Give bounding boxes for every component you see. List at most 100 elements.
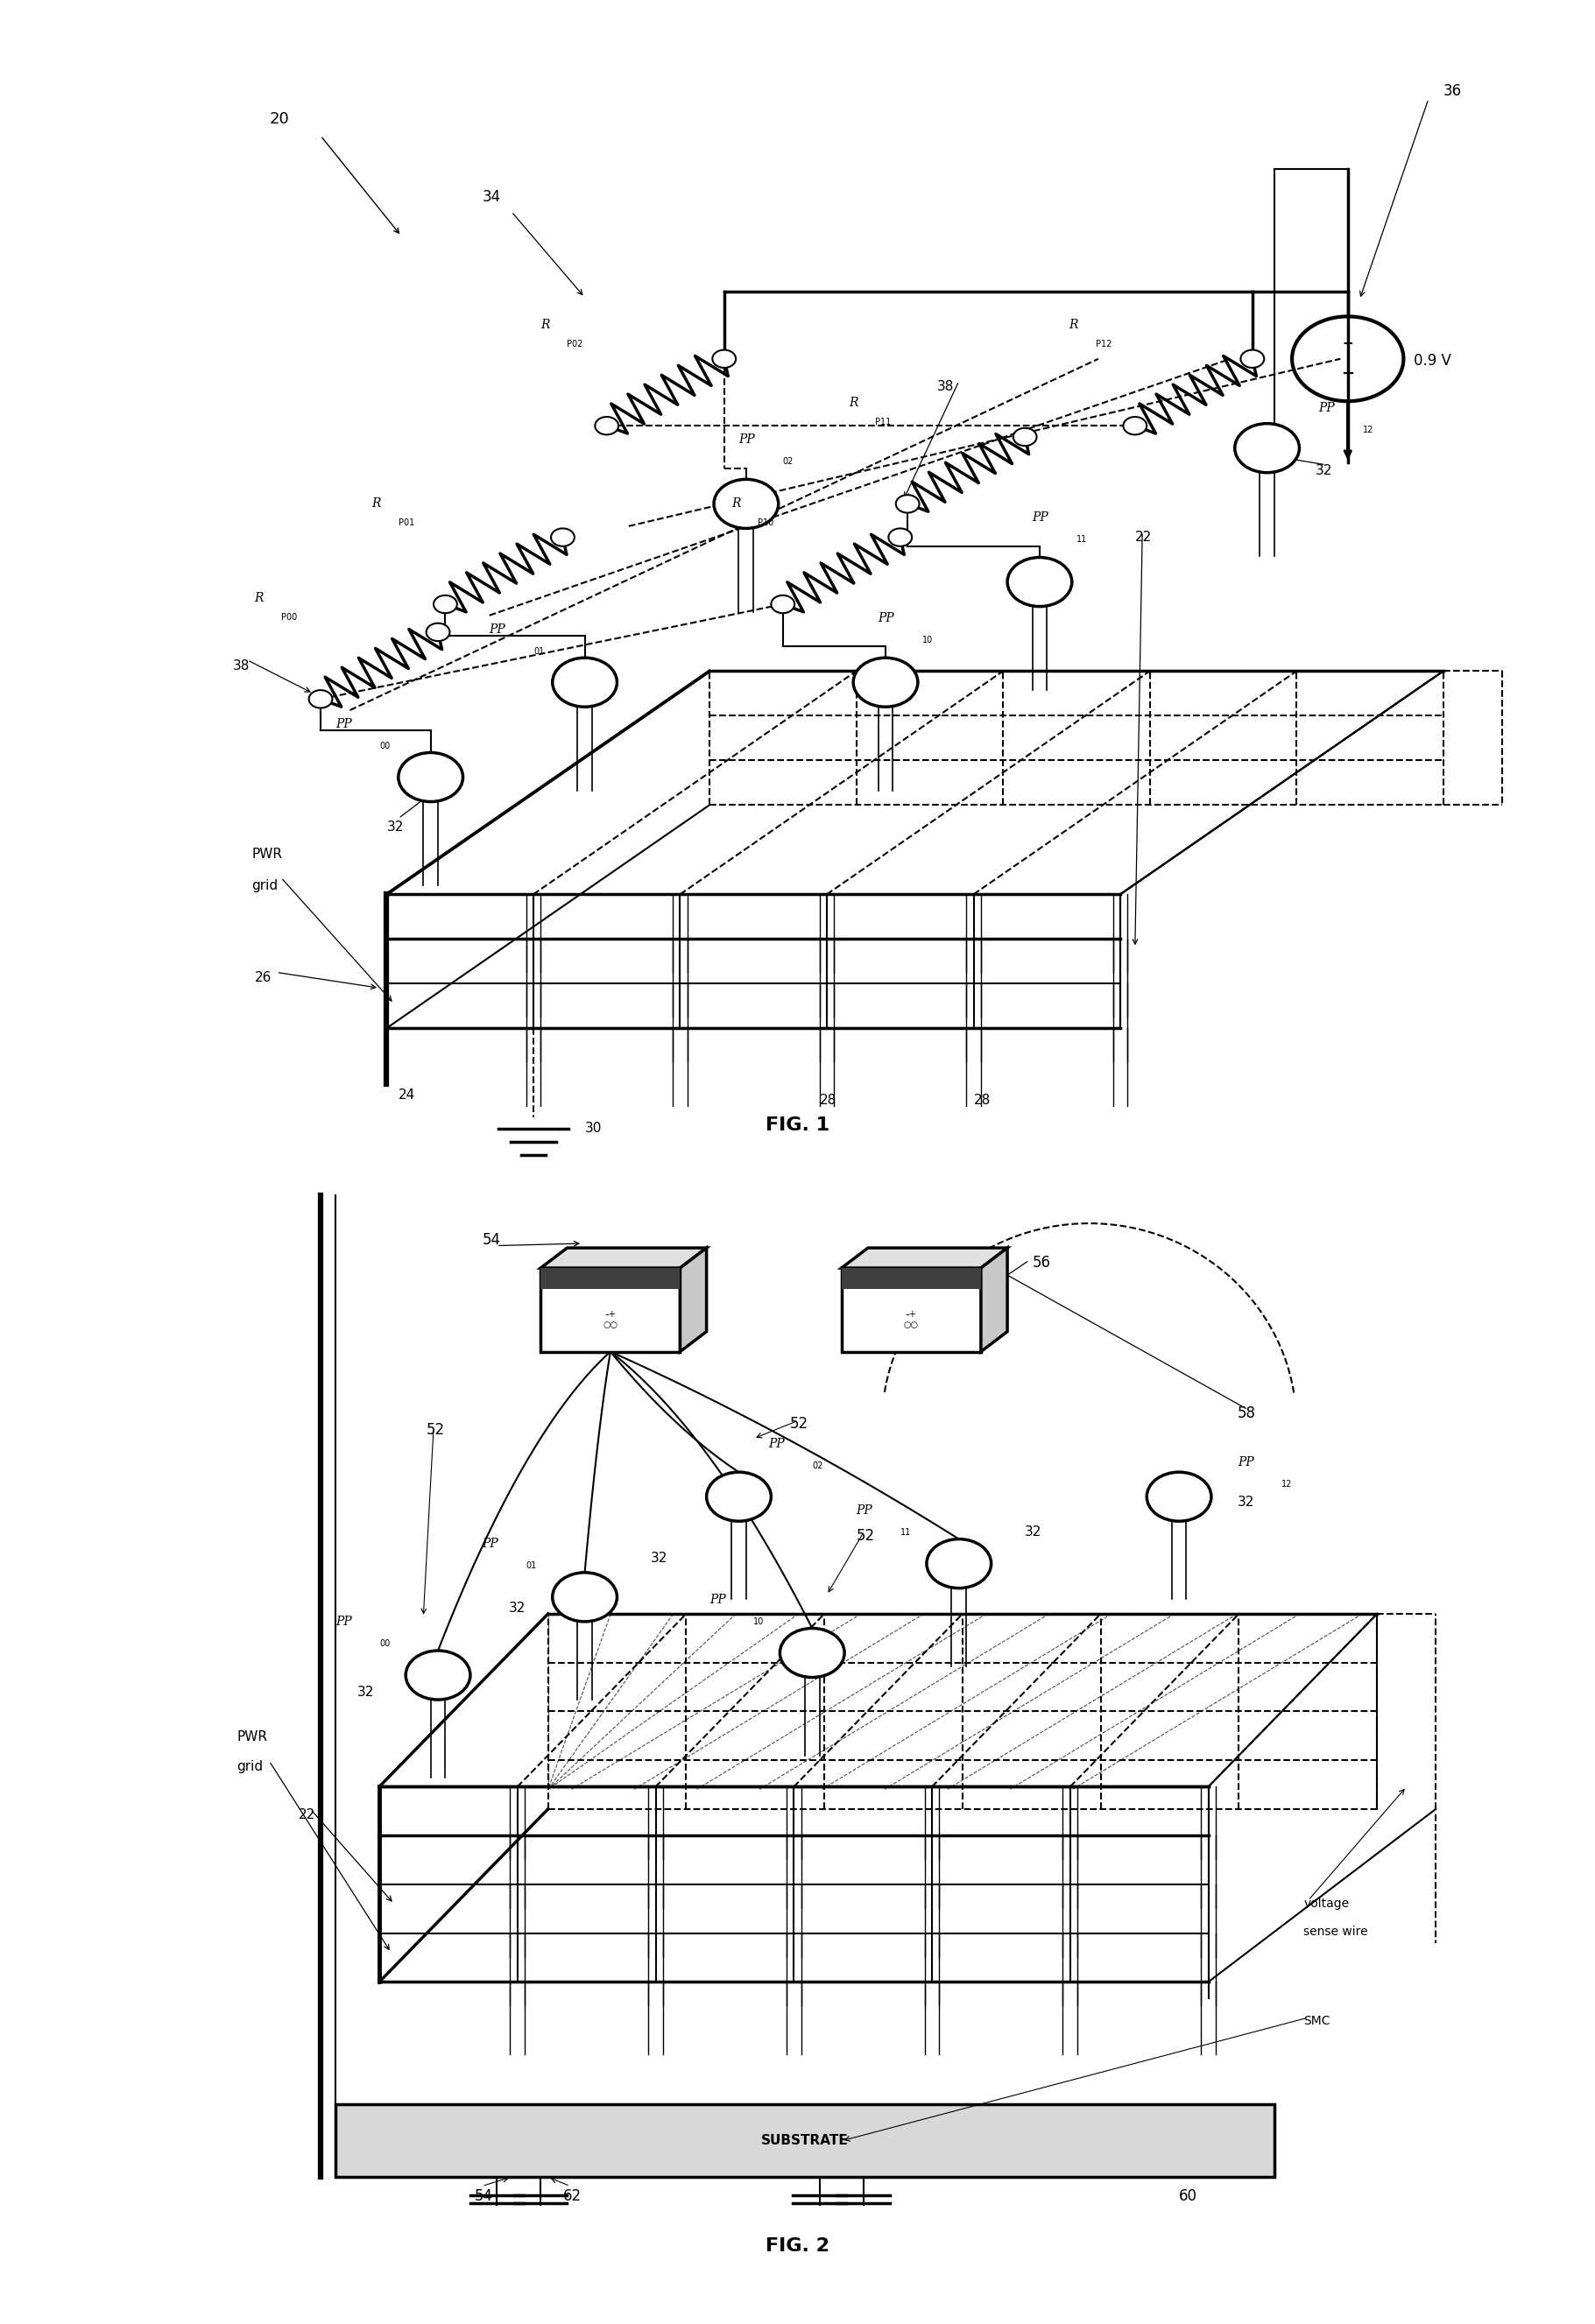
Text: PP: PP: [710, 1594, 726, 1606]
Text: 26: 26: [255, 971, 271, 985]
Text: 02: 02: [783, 458, 794, 465]
Text: −: −: [1341, 365, 1354, 381]
Text: 24: 24: [399, 1088, 415, 1102]
Circle shape: [888, 528, 912, 546]
Text: PP: PP: [1032, 511, 1048, 523]
Text: PP: PP: [879, 611, 895, 625]
Text: 02: 02: [812, 1462, 823, 1469]
Text: PP: PP: [482, 1538, 498, 1550]
Text: 52: 52: [790, 1415, 809, 1432]
Text: P12: P12: [1096, 339, 1112, 349]
Text: FIG. 2: FIG. 2: [766, 2238, 829, 2254]
Text: R: R: [372, 497, 381, 509]
Text: 54: 54: [482, 1232, 501, 1248]
Text: 32: 32: [386, 820, 404, 834]
Text: 54: 54: [475, 2189, 493, 2203]
Text: 32: 32: [651, 1552, 668, 1564]
Circle shape: [1241, 351, 1265, 367]
Circle shape: [853, 658, 917, 706]
Text: grid: grid: [238, 1759, 263, 1773]
Circle shape: [713, 351, 735, 367]
Text: R: R: [1069, 318, 1078, 330]
Text: R: R: [732, 497, 740, 509]
Text: 60: 60: [1179, 2189, 1198, 2203]
Text: 28: 28: [820, 1095, 836, 1106]
Text: 10: 10: [922, 637, 933, 644]
Text: 22: 22: [1136, 530, 1152, 544]
Text: SMC: SMC: [1303, 2015, 1330, 2027]
Text: 10: 10: [753, 1618, 764, 1627]
Text: 32: 32: [1238, 1497, 1255, 1508]
Text: P11: P11: [876, 418, 892, 428]
Text: PP: PP: [769, 1439, 785, 1450]
Text: 20: 20: [270, 112, 289, 128]
Text: 38: 38: [936, 381, 954, 393]
Polygon shape: [679, 1248, 707, 1353]
Text: 01: 01: [526, 1562, 538, 1571]
Text: P00: P00: [281, 614, 297, 623]
Text: 52: 52: [426, 1422, 445, 1439]
Text: 11: 11: [1077, 535, 1088, 544]
Text: PWR: PWR: [238, 1729, 268, 1743]
Polygon shape: [981, 1248, 1008, 1353]
Text: 36: 36: [1443, 84, 1461, 100]
Text: P02: P02: [568, 339, 584, 349]
Text: R: R: [255, 593, 263, 604]
Text: PWR: PWR: [252, 848, 282, 860]
Circle shape: [896, 495, 919, 514]
Text: –+
○○: –+ ○○: [904, 1311, 919, 1329]
Text: 00: 00: [380, 1641, 391, 1648]
Text: 28: 28: [973, 1095, 990, 1106]
Text: 56: 56: [1032, 1255, 1051, 1271]
Polygon shape: [541, 1248, 707, 1269]
Text: 01: 01: [533, 646, 544, 655]
Text: PP: PP: [1238, 1457, 1254, 1469]
Text: PP: PP: [335, 718, 351, 730]
Circle shape: [552, 1573, 617, 1622]
FancyBboxPatch shape: [842, 1269, 981, 1290]
Text: –+
○○: –+ ○○: [603, 1311, 617, 1329]
Text: 22: 22: [298, 1808, 316, 1822]
Circle shape: [715, 479, 778, 528]
Circle shape: [707, 1471, 770, 1522]
Text: 34: 34: [482, 188, 501, 205]
Circle shape: [927, 1538, 990, 1587]
Text: PP: PP: [335, 1615, 351, 1629]
FancyBboxPatch shape: [541, 1269, 679, 1290]
Circle shape: [1123, 416, 1147, 435]
Text: 32: 32: [357, 1685, 375, 1699]
Text: sense wire: sense wire: [1303, 1927, 1369, 1938]
Circle shape: [1147, 1471, 1211, 1522]
Text: voltage: voltage: [1303, 1899, 1349, 1910]
Text: PP: PP: [1319, 402, 1335, 414]
Text: FIG. 1: FIG. 1: [766, 1116, 829, 1134]
Text: SUBSTRATE: SUBSTRATE: [761, 2133, 849, 2147]
Circle shape: [426, 623, 450, 641]
Text: 32: 32: [1316, 465, 1332, 476]
Circle shape: [770, 595, 794, 614]
Text: 58: 58: [1238, 1406, 1257, 1420]
Polygon shape: [842, 1248, 1008, 1269]
Circle shape: [780, 1629, 844, 1678]
Circle shape: [399, 753, 463, 802]
Circle shape: [405, 1650, 471, 1699]
Text: PP: PP: [490, 623, 506, 634]
Text: R: R: [541, 318, 550, 330]
Text: 0.9 V: 0.9 V: [1413, 353, 1451, 370]
Circle shape: [1008, 558, 1072, 607]
Text: 30: 30: [585, 1122, 601, 1134]
Circle shape: [434, 595, 458, 614]
Text: 62: 62: [563, 2189, 581, 2203]
Text: PP: PP: [857, 1504, 872, 1518]
Text: PP: PP: [738, 435, 754, 446]
Text: 32: 32: [509, 1601, 525, 1615]
FancyBboxPatch shape: [541, 1269, 679, 1353]
Text: 11: 11: [900, 1529, 911, 1536]
Circle shape: [1013, 428, 1037, 446]
Text: grid: grid: [252, 878, 278, 892]
Text: 38: 38: [233, 660, 249, 672]
Text: P01: P01: [399, 518, 415, 528]
Text: R: R: [849, 397, 858, 409]
Text: P10: P10: [758, 518, 774, 528]
Circle shape: [552, 658, 617, 706]
